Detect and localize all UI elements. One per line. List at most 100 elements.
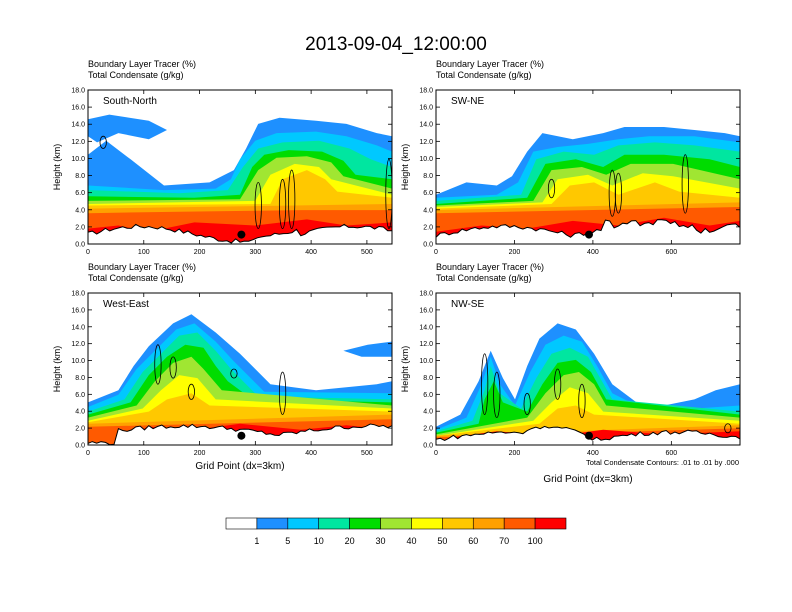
x-tick-label: 0 (434, 249, 438, 256)
terrain-line (88, 223, 392, 244)
panel-frame (435, 89, 741, 245)
y-axis-label: Height (km) (400, 144, 410, 191)
y-tick-label: 8.0 (423, 173, 433, 180)
colorbar: 1 5 10 20 30 40 50 60 70 100 (225, 517, 567, 546)
panel-label: SW-NE (451, 96, 484, 107)
y-tick-label: 2.0 (423, 224, 433, 231)
colorbar-label: 5 (285, 536, 290, 546)
heatmap-field (436, 293, 740, 445)
y-tick-label: 10.0 (419, 156, 433, 163)
colorbar-label: 10 (314, 536, 324, 546)
y-tick-label: 18.0 (419, 88, 433, 95)
y-tick-label: 10.0 (419, 358, 433, 365)
colorbar-box (256, 517, 289, 530)
x-axis-label: Grid Point (dx=3km) (195, 461, 284, 472)
colorbar-box (318, 517, 350, 530)
colorbar-label: 40 (406, 536, 416, 546)
y-tick-label: 16.0 (419, 105, 433, 112)
panel-nw-se: Boundary Layer Tracer (%)Total Condensat… (400, 262, 741, 485)
site-marker (237, 230, 246, 239)
y-tick-label: 4.0 (423, 409, 433, 416)
y-tick-label: 4.0 (75, 409, 85, 416)
colorbar-box (287, 517, 320, 530)
y-tick-label: 8.0 (423, 375, 433, 382)
y-tick-label: 16.0 (71, 105, 85, 112)
y-tick-label: 12.0 (419, 341, 433, 348)
heatmap-level-1 (88, 114, 167, 143)
condensate-contour (278, 178, 287, 230)
y-tick-label: 0.0 (75, 242, 85, 249)
x-tick-label: 500 (361, 249, 373, 256)
y-axis-label: Height (km) (400, 346, 410, 393)
panel-header-line1: Boundary Layer Tracer (%) (88, 59, 196, 69)
heatmap-field (88, 293, 392, 445)
colorbar-box (349, 517, 381, 530)
y-tick-label: 14.0 (71, 324, 85, 331)
panel-label: West-East (103, 299, 149, 310)
x-tick-label: 300 (249, 450, 261, 457)
y-tick-label: 10.0 (71, 156, 85, 163)
panel-sw-ne: Boundary Layer Tracer (%)Total Condensat… (400, 59, 741, 256)
colorbar-box (442, 517, 474, 530)
colorbar-label: 100 (528, 536, 543, 546)
condensate-contour (385, 158, 392, 229)
y-tick-label: 14.0 (419, 324, 433, 331)
panel-header-line1: Boundary Layer Tracer (%) (436, 262, 544, 272)
condensate-contour (254, 181, 262, 229)
x-tick-label: 0 (86, 450, 90, 457)
condensate-contour (288, 169, 296, 230)
x-axis-label: Grid Point (dx=3km) (543, 474, 632, 485)
figure-title: 2013-09-04_12:00:00 (305, 34, 487, 55)
panel-label: NW-SE (451, 299, 484, 310)
condensate-contour (553, 368, 562, 400)
y-tick-label: 18.0 (71, 88, 85, 95)
panel-frame (87, 89, 393, 245)
y-tick-label: 2.0 (75, 426, 85, 433)
condensate-contour (99, 135, 107, 149)
y-tick-label: 8.0 (75, 173, 85, 180)
condensate-contour (614, 172, 623, 214)
y-tick-label: 12.0 (71, 341, 85, 348)
condensate-contour (493, 371, 501, 419)
colorbar-label: 50 (437, 536, 447, 546)
colorbar-label: 1 (254, 536, 259, 546)
colorbar-box (534, 517, 567, 530)
y-tick-label: 18.0 (419, 291, 433, 298)
x-tick-label: 100 (138, 450, 150, 457)
y-tick-label: 6.0 (75, 190, 85, 197)
x-tick-label: 0 (434, 450, 438, 457)
x-tick-label: 200 (194, 249, 206, 256)
colorbar-box (472, 517, 505, 530)
panel-frame (435, 292, 741, 446)
colorbar-label: 70 (499, 536, 509, 546)
condensate-contour (523, 392, 531, 415)
y-tick-label: 0.0 (423, 443, 433, 450)
condensate-contour (187, 383, 195, 400)
colorbar-box (503, 517, 536, 530)
y-tick-label: 12.0 (419, 139, 433, 146)
terrain-fill (436, 219, 740, 244)
x-tick-label: 600 (666, 450, 678, 457)
y-tick-label: 6.0 (423, 392, 433, 399)
x-tick-label: 600 (666, 249, 678, 256)
condensate-contour (481, 353, 489, 416)
y-tick-label: 6.0 (423, 190, 433, 197)
panels: Boundary Layer Tracer (%)Total Condensat… (52, 59, 741, 485)
colorbar-label: 20 (345, 536, 355, 546)
x-tick-label: 400 (587, 450, 599, 457)
condensate-contour (169, 356, 177, 379)
heatmap-field (88, 90, 392, 244)
x-tick-label: 0 (86, 249, 90, 256)
panel-header-line2: Total Condensate (g/kg) (88, 70, 184, 80)
panel-header-line2: Total Condensate (g/kg) (88, 273, 184, 283)
panel-label: South-North (103, 96, 157, 107)
x-tick-label: 500 (361, 450, 373, 457)
panel-south-north: Boundary Layer Tracer (%)Total Condensat… (52, 59, 393, 256)
y-tick-label: 10.0 (71, 358, 85, 365)
y-tick-label: 2.0 (423, 426, 433, 433)
x-tick-label: 400 (587, 249, 599, 256)
site-marker (584, 431, 593, 440)
x-tick-label: 200 (509, 450, 521, 457)
site-marker (237, 431, 246, 440)
